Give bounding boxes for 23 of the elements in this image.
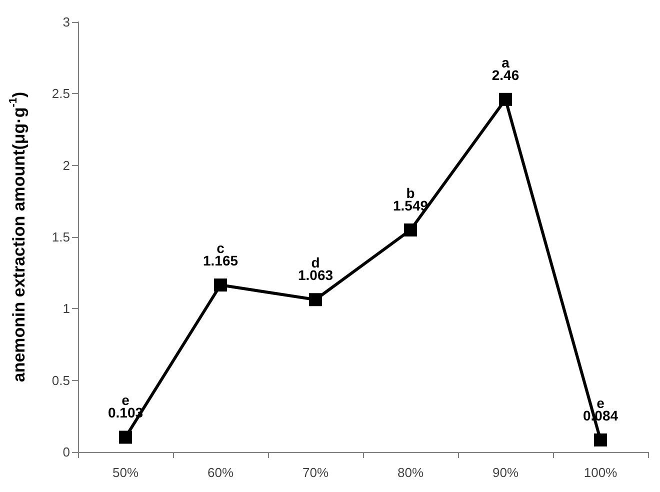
x-tick-label: 70% (302, 465, 329, 480)
x-tick-label: 90% (492, 465, 519, 480)
x-tick-label: 80% (397, 465, 424, 480)
x-tick-label: 100% (584, 465, 618, 480)
y-tick-label: 1 (62, 301, 70, 316)
y-tick-label: 2.5 (52, 86, 70, 102)
y-axis-title: anemonin extraction amount(μg·g-1) (8, 92, 28, 382)
point (594, 433, 607, 446)
annotation: e (122, 392, 130, 408)
x-tick-label: 50% (112, 465, 139, 480)
point (214, 278, 227, 292)
point (309, 293, 322, 306)
point (499, 92, 512, 106)
annotation: e (596, 394, 605, 411)
y-tick-label: 0.5 (52, 372, 70, 388)
y-tick-label: 3 (62, 14, 70, 30)
y-tick-label: 1.5 (52, 230, 70, 244)
annotation: b (406, 184, 415, 201)
y-tick-label: 0 (62, 444, 70, 460)
point (404, 223, 417, 236)
y-tick-label: 2 (62, 158, 70, 173)
x-tick-label: 60% (207, 465, 234, 480)
point (119, 430, 132, 444)
